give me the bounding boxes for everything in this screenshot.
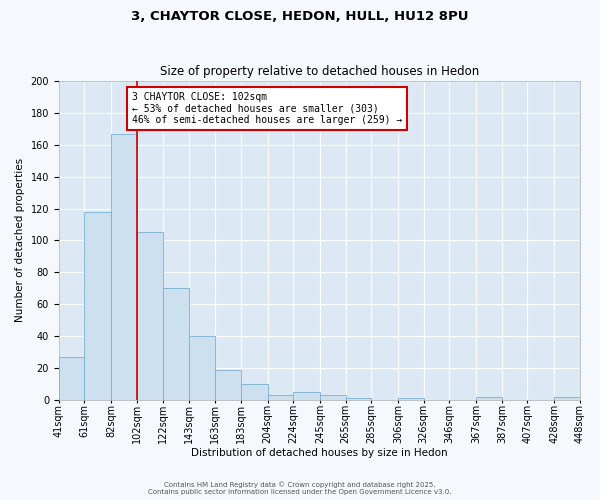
Bar <box>215 370 241 400</box>
X-axis label: Distribution of detached houses by size in Hedon: Distribution of detached houses by size … <box>191 448 448 458</box>
Y-axis label: Number of detached properties: Number of detached properties <box>15 158 25 322</box>
Title: Size of property relative to detached houses in Hedon: Size of property relative to detached ho… <box>160 66 479 78</box>
Bar <box>346 398 371 400</box>
Bar <box>293 392 320 400</box>
Text: Contains HM Land Registry data © Crown copyright and database right 2025.: Contains HM Land Registry data © Crown c… <box>164 481 436 488</box>
Bar <box>398 398 424 400</box>
Bar <box>554 396 580 400</box>
Bar <box>241 384 268 400</box>
Bar <box>111 134 137 400</box>
Bar <box>85 212 111 400</box>
Bar <box>59 357 85 400</box>
Bar <box>320 395 346 400</box>
Bar <box>476 396 502 400</box>
Text: 3, CHAYTOR CLOSE, HEDON, HULL, HU12 8PU: 3, CHAYTOR CLOSE, HEDON, HULL, HU12 8PU <box>131 10 469 23</box>
Bar <box>163 288 190 400</box>
Bar <box>268 395 293 400</box>
Text: Contains public sector information licensed under the Open Government Licence v3: Contains public sector information licen… <box>148 489 452 495</box>
Text: 3 CHAYTOR CLOSE: 102sqm
← 53% of detached houses are smaller (303)
46% of semi-d: 3 CHAYTOR CLOSE: 102sqm ← 53% of detache… <box>132 92 402 126</box>
Bar <box>137 232 163 400</box>
Bar <box>190 336 215 400</box>
